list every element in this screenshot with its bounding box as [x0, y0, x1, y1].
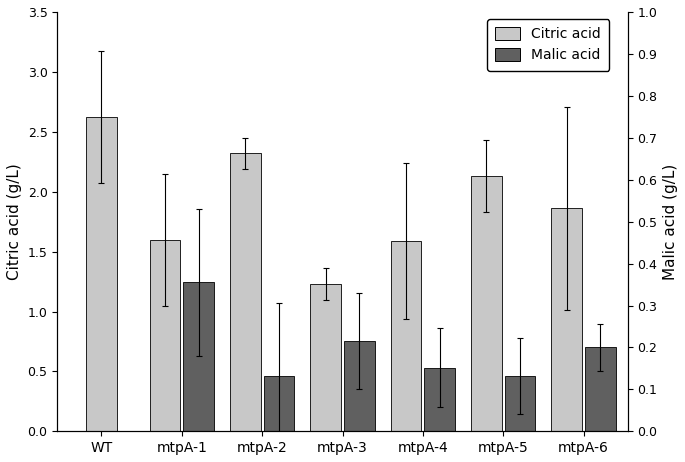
- Bar: [230, 153, 260, 432]
- Bar: [551, 208, 582, 432]
- Bar: [425, 368, 455, 432]
- Y-axis label: Citric acid (g/L): Citric acid (g/L): [7, 163, 22, 280]
- Bar: [149, 240, 180, 432]
- Y-axis label: Malic acid (g/L): Malic acid (g/L): [663, 164, 678, 280]
- Bar: [86, 117, 116, 432]
- Bar: [471, 176, 501, 432]
- Legend: Citric acid, Malic acid: Citric acid, Malic acid: [487, 19, 610, 71]
- Bar: [344, 341, 375, 432]
- Bar: [390, 241, 421, 432]
- Bar: [184, 282, 214, 432]
- Bar: [585, 347, 616, 432]
- Bar: [310, 284, 341, 432]
- Bar: [505, 376, 536, 432]
- Bar: [264, 376, 295, 432]
